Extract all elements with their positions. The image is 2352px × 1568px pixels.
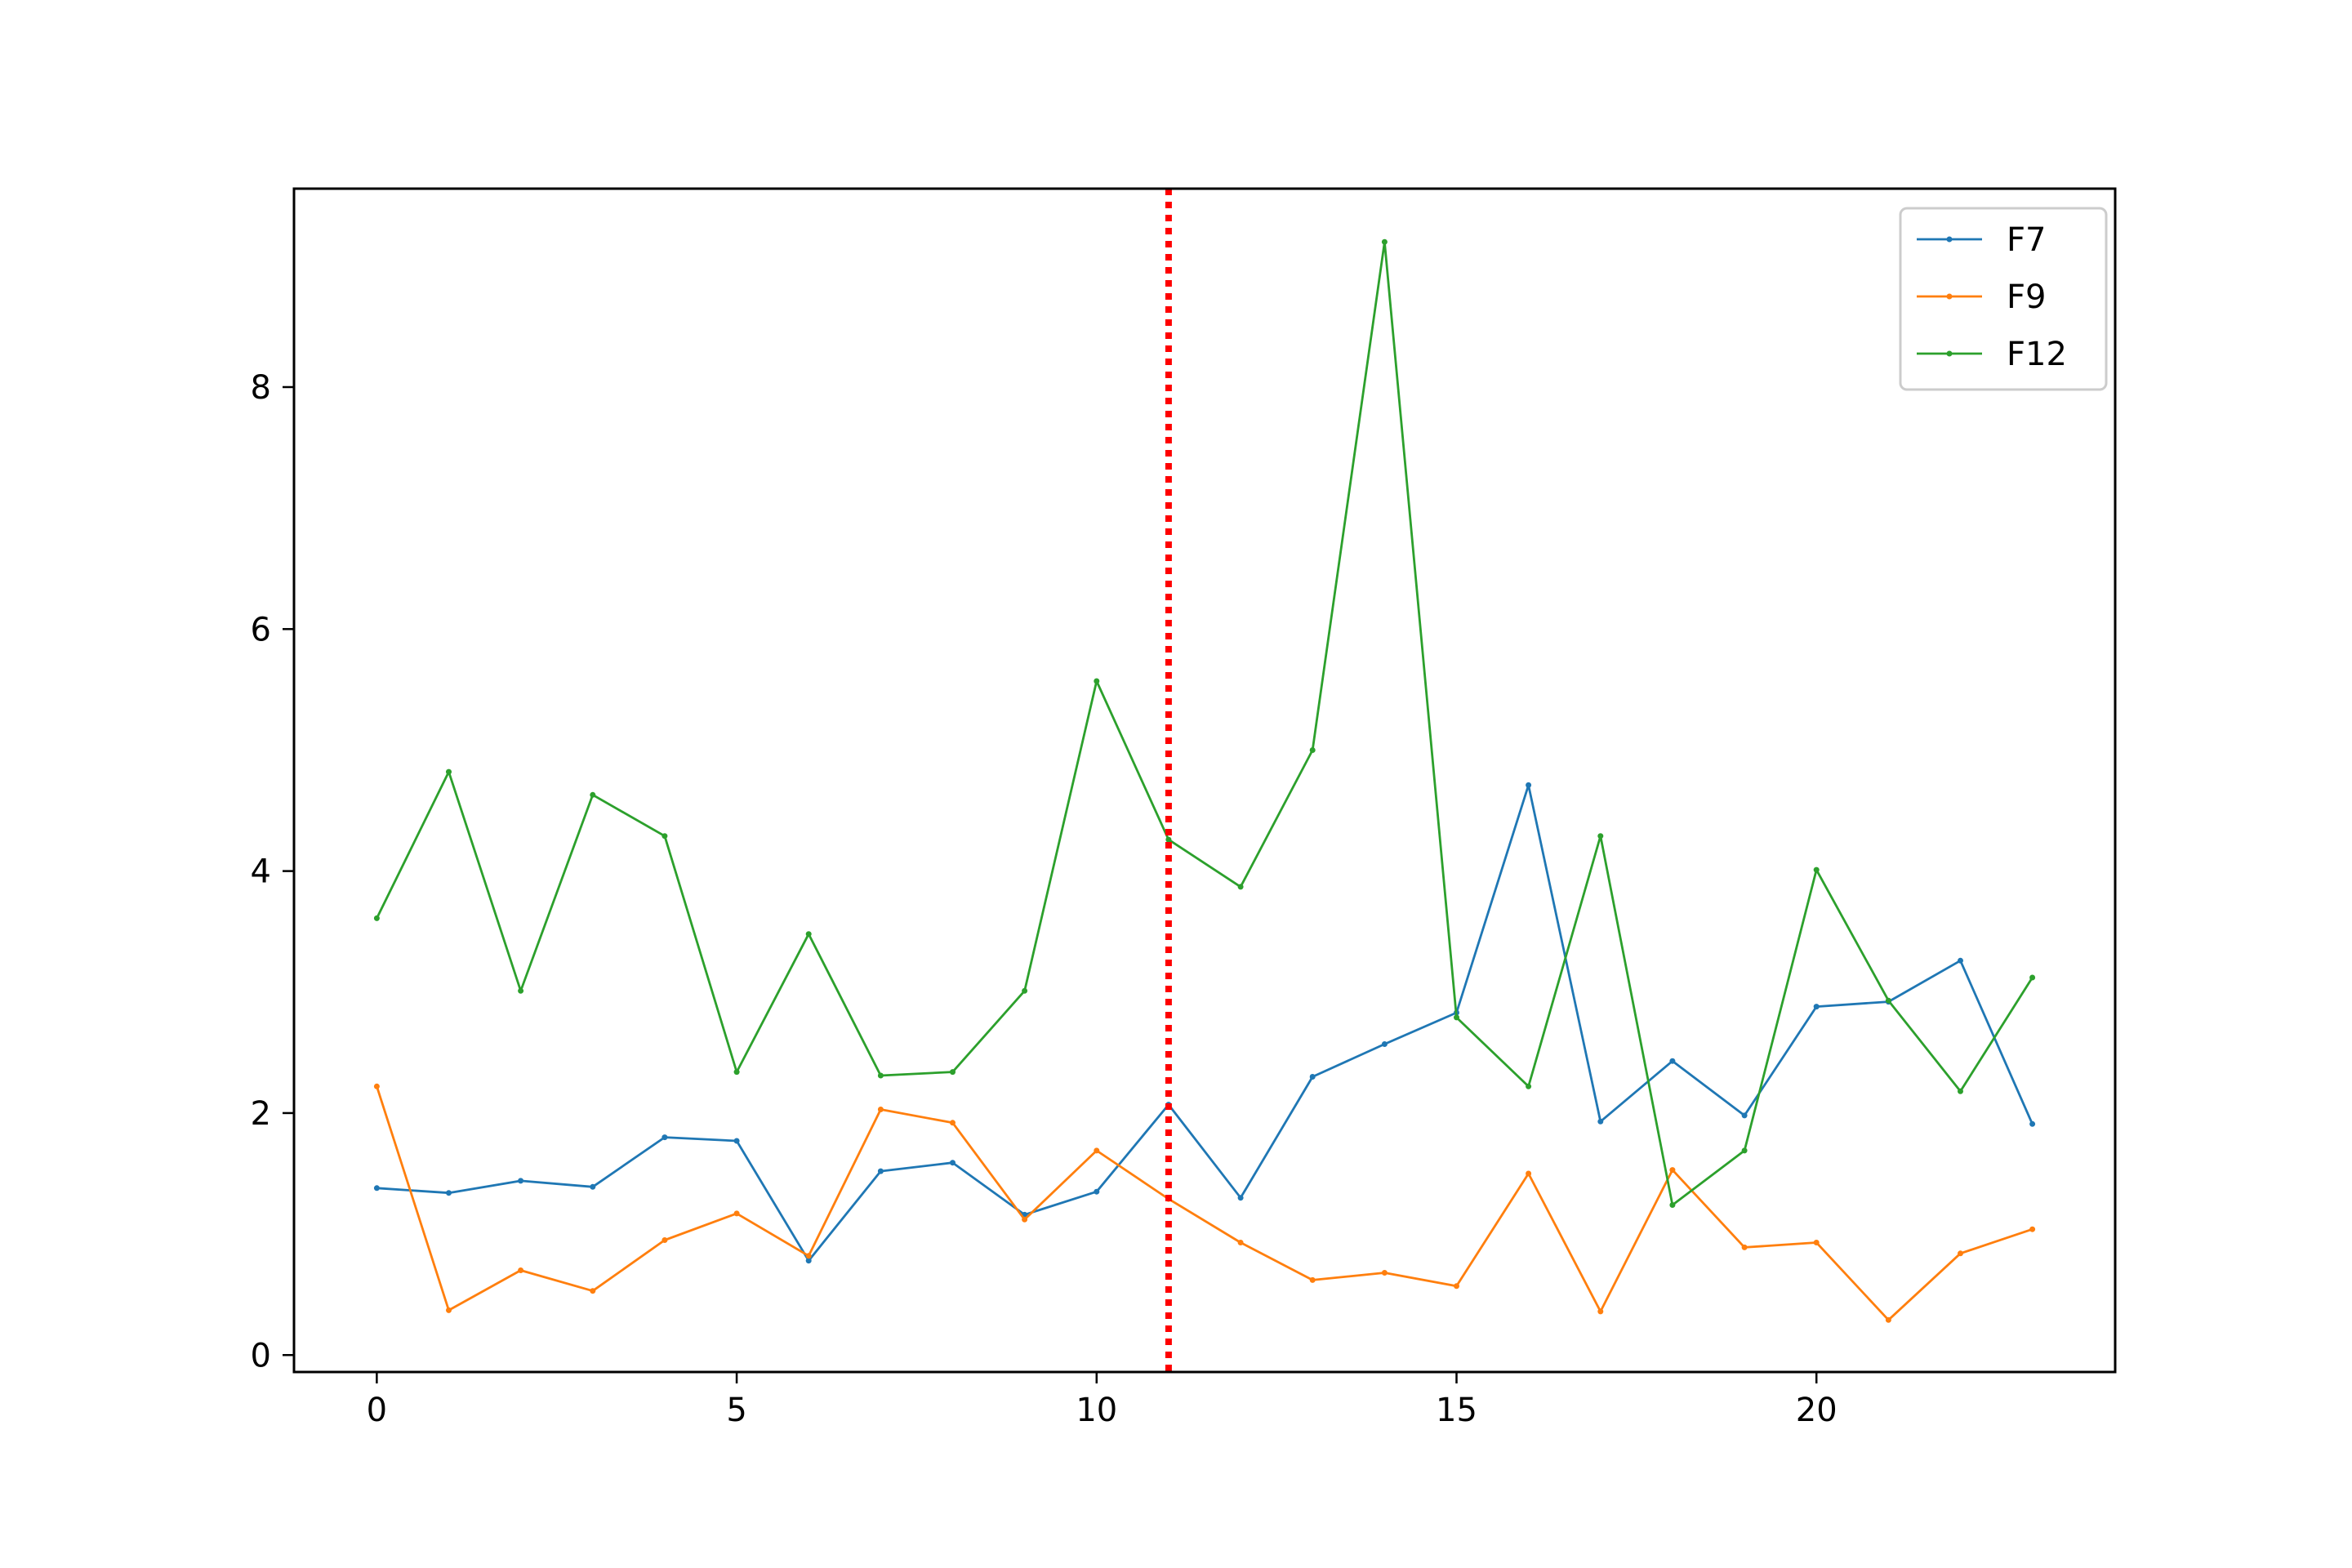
data-point (1813, 866, 1820, 873)
plot-frame (292, 187, 2117, 1374)
legend-label: F7 (2007, 221, 2046, 259)
legend-item-f12: F12 (1917, 336, 2067, 373)
data-point (1094, 1188, 1100, 1195)
x-tick-label: 0 (367, 1392, 387, 1429)
y-tick-label: 2 (251, 1095, 271, 1133)
data-point (1958, 1250, 1963, 1257)
data-point (733, 1069, 740, 1076)
data-point (733, 1138, 740, 1144)
legend-label: F9 (2007, 278, 2046, 316)
data-point (1381, 1041, 1388, 1047)
data-point (662, 1134, 668, 1141)
data-point (1526, 1170, 1532, 1177)
series-line-f7 (376, 784, 2034, 1263)
y-axis: 0 2 4 6 8 (251, 369, 294, 1374)
data-point (1381, 238, 1388, 245)
data-point (1813, 1004, 1820, 1010)
y-tick-label: 0 (251, 1337, 271, 1374)
data-point (446, 768, 452, 775)
data-point (446, 1190, 452, 1196)
data-point (518, 987, 524, 994)
data-point (2029, 1226, 2036, 1232)
data-point (1237, 1240, 1244, 1245)
data-point (1597, 833, 1604, 840)
legend: F7 F9 F12 (1899, 207, 2108, 391)
y-tick-label: 4 (251, 853, 271, 891)
data-point (590, 1183, 596, 1190)
data-point (590, 791, 596, 798)
legend-label: F12 (2007, 336, 2067, 373)
data-point (1381, 1270, 1388, 1276)
data-point (590, 1288, 596, 1294)
data-point (1885, 1316, 1891, 1323)
data-point (2029, 974, 2036, 981)
data-point (1813, 1240, 1820, 1245)
data-point (1885, 997, 1891, 1004)
data-point (1237, 884, 1244, 890)
data-point (2029, 1120, 2036, 1127)
data-point (1309, 747, 1316, 753)
data-point (877, 1107, 884, 1112)
data-point (1309, 1276, 1316, 1283)
series-line-f12 (376, 240, 2034, 1206)
data-point (1741, 1244, 1748, 1250)
data-point (1454, 1014, 1459, 1021)
x-tick-label: 5 (726, 1392, 746, 1429)
x-axis: 0 5 10 15 20 (367, 1372, 1838, 1429)
data-point (877, 1072, 884, 1079)
plot-area (292, 187, 2117, 1374)
data-point (1741, 1112, 1748, 1119)
data-point (950, 1160, 956, 1166)
series-f12 (373, 238, 2036, 1208)
data-point (373, 915, 380, 921)
data-point (805, 1258, 812, 1264)
data-point (1094, 678, 1100, 684)
legend-marker (1946, 293, 1953, 300)
series-f9 (373, 1083, 2036, 1323)
legend-marker (1946, 350, 1953, 357)
x-tick-label: 10 (1076, 1392, 1117, 1429)
data-point (1526, 782, 1532, 788)
data-point (1669, 1058, 1676, 1064)
data-point (662, 1237, 668, 1243)
data-point (1022, 1216, 1028, 1223)
data-point (1597, 1118, 1604, 1125)
data-point (1526, 1083, 1532, 1089)
data-point (1309, 1074, 1316, 1080)
data-point (950, 1120, 956, 1126)
data-point (1669, 1167, 1676, 1174)
data-point (446, 1307, 452, 1313)
data-point (1165, 836, 1172, 843)
y-tick-label: 8 (251, 369, 271, 407)
y-tick-label: 6 (251, 611, 271, 648)
series-line-f9 (376, 1085, 2034, 1321)
data-point (518, 1267, 524, 1273)
data-point (877, 1168, 884, 1174)
legend-marker (1946, 236, 1953, 243)
data-point (805, 931, 812, 938)
data-point (950, 1069, 956, 1076)
data-point (1597, 1308, 1604, 1315)
data-point (373, 1083, 380, 1089)
data-point (373, 1185, 380, 1192)
legend-box (1899, 207, 2108, 391)
data-point (1741, 1147, 1748, 1154)
series-f7 (373, 782, 2036, 1264)
data-point (1454, 1283, 1459, 1290)
data-point (1022, 987, 1028, 994)
x-tick-label: 15 (1436, 1392, 1477, 1429)
data-point (1094, 1147, 1100, 1154)
data-point (518, 1178, 524, 1184)
data-point (733, 1210, 740, 1217)
legend-item-f7: F7 (1917, 221, 2046, 259)
legend-item-f9: F9 (1917, 278, 2046, 316)
data-point (662, 833, 668, 840)
data-point (1669, 1202, 1676, 1208)
data-point (1958, 1088, 1963, 1094)
data-point (805, 1253, 812, 1259)
x-tick-label: 20 (1796, 1392, 1838, 1429)
data-point (1237, 1195, 1244, 1201)
data-point (1958, 957, 1963, 964)
